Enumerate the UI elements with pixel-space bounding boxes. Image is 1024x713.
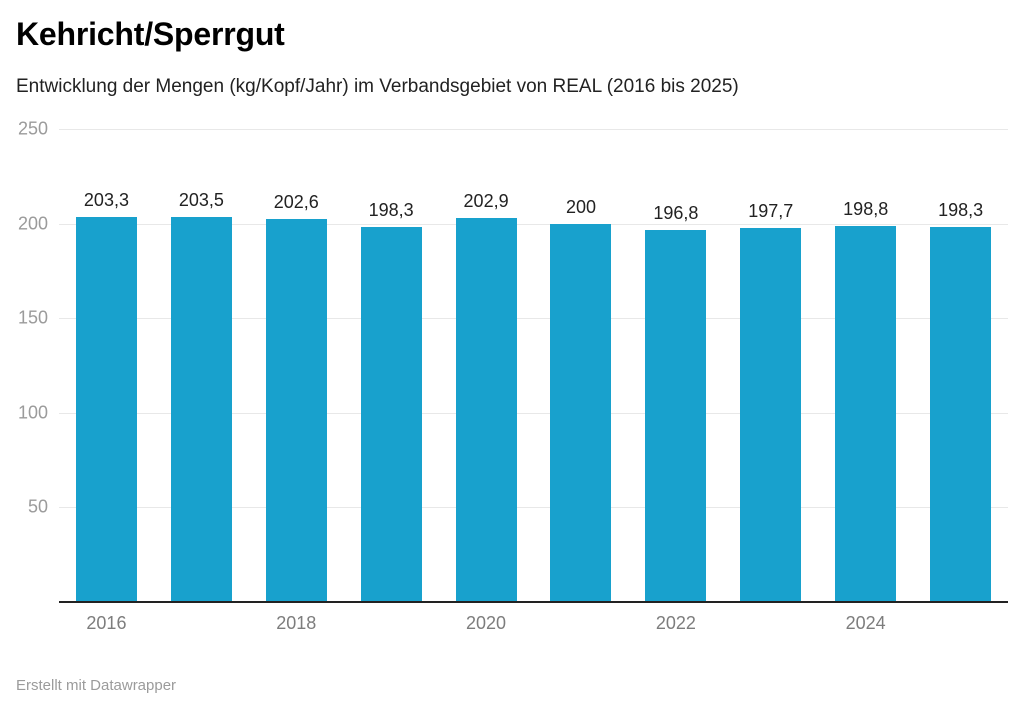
x-tick-label-2018: 2018: [276, 613, 317, 633]
bar: [930, 226, 992, 602]
bar-group-2024: 198,8: [818, 129, 913, 602]
bar-group-2016: 203,3: [59, 129, 154, 602]
x-tick-label-2016: 2016: [86, 613, 127, 633]
bar-group-2021: 200: [534, 129, 629, 602]
gridline-200: [59, 223, 1008, 225]
plot-area: 50 100 150 200 250 203,3 203,5 202,6 198,3 202,9…: [18, 119, 1008, 603]
bar-value-label: 202,9: [463, 191, 509, 212]
bar-value-label: 196,8: [653, 202, 699, 223]
y-tick-label-200: 200: [17, 213, 48, 234]
bar-value-label: 200: [565, 196, 596, 217]
gridline-100: [59, 412, 1008, 414]
x-axis: 2016 2018 2020 2022 2024: [59, 613, 1008, 639]
chart-title: Kehricht/Sperrgut: [16, 16, 285, 52]
bar-value-label: 198,8: [843, 198, 889, 219]
bars-layer: 203,3 203,5 202,6 198,3 202,9 200 196,8 197,7 19…: [59, 129, 1008, 602]
y-tick-label-150: 150: [17, 307, 48, 328]
y-tick-label-100: 100: [17, 402, 48, 423]
bar-group-2019: 198,3: [344, 129, 439, 602]
bar-value-label: 198,3: [938, 199, 984, 220]
bar-value-label: 202,6: [273, 191, 319, 212]
bar-value-label: 203,3: [83, 190, 129, 211]
gridline-250: [59, 129, 1008, 130]
chart-subtitle: Entwicklung der Mengen (kg/Kopf/Jahr) im…: [16, 76, 739, 97]
bar: [740, 227, 802, 602]
attribution-link[interactable]: Erstellt mit Datawrapper: [16, 677, 177, 694]
bar-group-2025: 198,3: [913, 129, 1008, 602]
x-tick-label-2020: 2020: [466, 613, 507, 633]
bar: [75, 217, 137, 602]
bar-value-label: 203,5: [178, 189, 224, 210]
bar-value-label: 198,3: [368, 199, 414, 220]
bar: [360, 226, 422, 602]
bar-group-2020: 202,9: [439, 129, 534, 602]
bar-group-2018: 202,6: [249, 129, 344, 602]
bar: [265, 218, 327, 602]
bar: [645, 229, 707, 602]
bar: [835, 225, 897, 602]
bar-group-2022: 196,8: [628, 129, 723, 602]
gridline-50: [59, 507, 1008, 509]
bar-value-label: 197,7: [748, 200, 794, 221]
x-tick-label-2024: 2024: [845, 613, 886, 633]
x-tick-label-2022: 2022: [655, 613, 696, 633]
bar: [455, 218, 517, 602]
y-tick-label-50: 50: [27, 496, 48, 517]
bar-group-2017: 203,5: [154, 129, 249, 602]
bar: [550, 223, 612, 602]
bar-group-2023: 197,7: [723, 129, 818, 602]
bar: [170, 216, 232, 602]
gridline-150: [59, 318, 1008, 320]
x-axis-baseline: [59, 601, 1008, 603]
y-tick-label-250: 250: [17, 118, 48, 139]
